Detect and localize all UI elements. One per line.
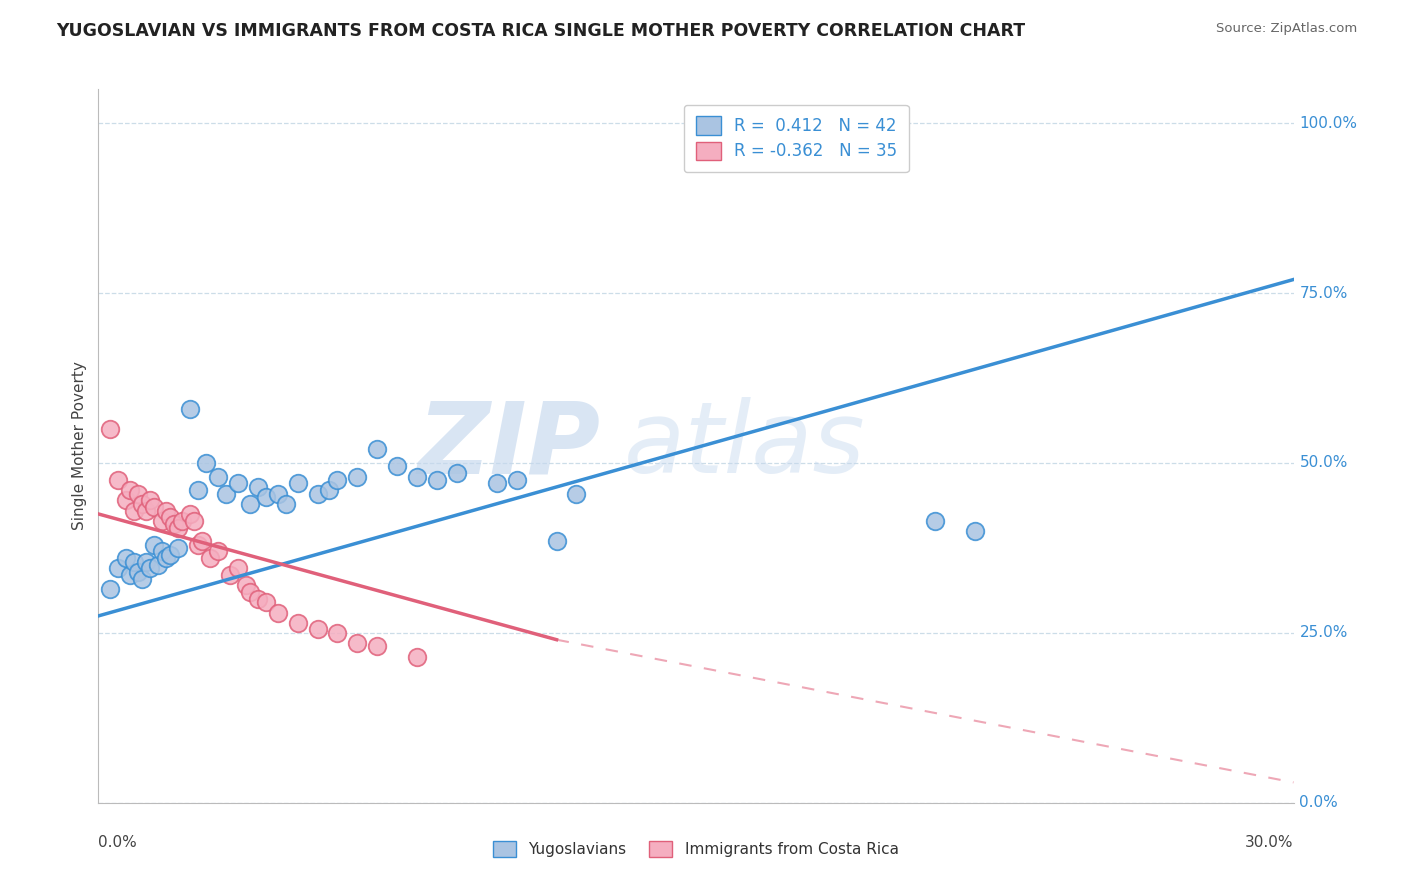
Text: ZIP: ZIP: [418, 398, 600, 494]
Text: 30.0%: 30.0%: [1246, 835, 1294, 850]
Point: [267, 606, 290, 620]
Point: [198, 551, 221, 566]
Point: [135, 555, 157, 569]
Text: atlas: atlas: [624, 398, 866, 494]
Point: [107, 561, 129, 575]
Point: [215, 486, 238, 500]
Point: [274, 497, 297, 511]
Point: [326, 626, 349, 640]
Point: [226, 561, 249, 575]
Point: [267, 486, 290, 500]
Point: [155, 551, 177, 566]
Point: [366, 442, 388, 457]
Point: [131, 572, 153, 586]
Point: [254, 490, 277, 504]
Point: [194, 456, 218, 470]
Point: [124, 555, 146, 569]
Point: [326, 473, 349, 487]
Point: [219, 568, 242, 582]
Point: [120, 483, 142, 498]
Point: [187, 537, 209, 551]
Legend: Yugoslavians, Immigrants from Costa Rica: Yugoslavians, Immigrants from Costa Rica: [484, 831, 908, 866]
Point: [565, 486, 588, 500]
Point: [127, 565, 149, 579]
Point: [98, 582, 122, 596]
Text: 0.0%: 0.0%: [98, 835, 138, 850]
Point: [139, 493, 162, 508]
Point: [346, 636, 368, 650]
Point: [207, 544, 229, 558]
Point: [287, 476, 309, 491]
Point: [127, 486, 149, 500]
Point: [226, 476, 249, 491]
Point: [366, 640, 388, 654]
Point: [239, 497, 262, 511]
Point: [426, 473, 449, 487]
Point: [446, 466, 468, 480]
Point: [235, 578, 257, 592]
Point: [148, 558, 170, 572]
Point: [124, 503, 146, 517]
Point: [246, 480, 269, 494]
Point: [115, 493, 138, 508]
Point: [485, 476, 508, 491]
Point: [159, 510, 181, 524]
Y-axis label: Single Mother Poverty: Single Mother Poverty: [72, 361, 87, 531]
Text: 75.0%: 75.0%: [1299, 285, 1348, 301]
Point: [107, 473, 129, 487]
Point: [159, 548, 181, 562]
Point: [131, 497, 153, 511]
Point: [406, 649, 429, 664]
Point: [963, 524, 986, 538]
Text: 25.0%: 25.0%: [1299, 625, 1348, 640]
Point: [506, 473, 529, 487]
Point: [546, 534, 568, 549]
Point: [120, 568, 142, 582]
Text: 50.0%: 50.0%: [1299, 456, 1348, 470]
Point: [287, 615, 309, 630]
Point: [163, 517, 186, 532]
Point: [254, 595, 277, 609]
Text: Source: ZipAtlas.com: Source: ZipAtlas.com: [1216, 22, 1357, 36]
Point: [135, 503, 157, 517]
Point: [150, 514, 173, 528]
Point: [239, 585, 262, 599]
Point: [167, 520, 190, 534]
Point: [115, 551, 138, 566]
Text: YUGOSLAVIAN VS IMMIGRANTS FROM COSTA RICA SINGLE MOTHER POVERTY CORRELATION CHAR: YUGOSLAVIAN VS IMMIGRANTS FROM COSTA RIC…: [56, 22, 1025, 40]
Point: [246, 591, 269, 606]
Point: [183, 514, 205, 528]
Point: [143, 537, 166, 551]
Point: [346, 469, 368, 483]
Point: [924, 514, 946, 528]
Point: [167, 541, 190, 555]
Point: [179, 401, 201, 416]
Point: [155, 503, 177, 517]
Point: [150, 544, 173, 558]
Point: [179, 507, 201, 521]
Point: [385, 459, 409, 474]
Point: [98, 422, 122, 436]
Point: [307, 486, 329, 500]
Point: [143, 500, 166, 515]
Point: [207, 469, 229, 483]
Point: [307, 623, 329, 637]
Text: 0.0%: 0.0%: [1299, 796, 1339, 810]
Point: [139, 561, 162, 575]
Point: [172, 514, 194, 528]
Point: [318, 483, 340, 498]
Point: [187, 483, 209, 498]
Point: [406, 469, 429, 483]
Point: [191, 534, 214, 549]
Text: 100.0%: 100.0%: [1299, 116, 1358, 131]
